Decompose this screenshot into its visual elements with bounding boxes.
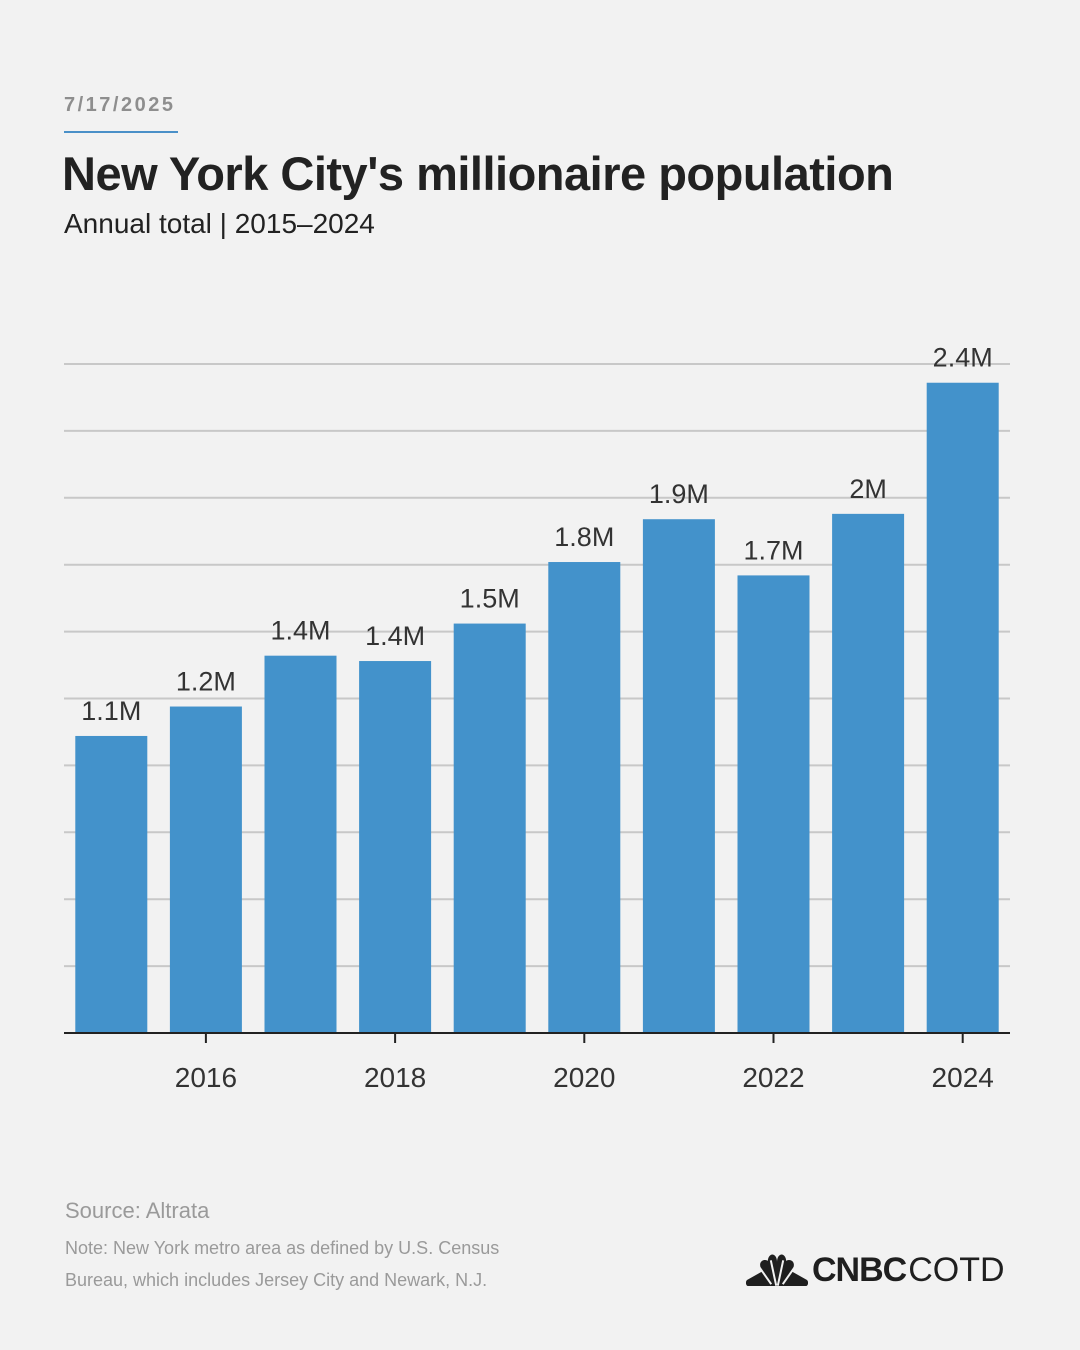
value-label-2024: 2.4M [933,343,993,373]
source-note: Source: Altrata [65,1198,210,1223]
logo-cotd-text: COTD [908,1250,1005,1289]
logo-cnbc-text: CNBC [812,1250,907,1289]
value-label-2019: 1.5M [460,584,520,614]
bar-2023 [832,513,905,1033]
x-tick-label-2016: 2016 [175,1062,237,1093]
value-label-2016: 1.2M [176,667,236,697]
value-label-2015: 1.1M [81,696,141,726]
peacock-icon [746,1254,808,1286]
bar-2017 [264,655,337,1033]
x-tick-label-2024: 2024 [932,1062,994,1093]
value-label-2020: 1.8M [554,522,614,552]
chart-subtitle: Annual total | 2015–2024 [64,208,375,239]
x-tick-label-2018: 2018 [364,1062,426,1093]
bar-2021 [642,519,715,1033]
bar-2015 [75,735,148,1033]
footnote: Note: New York metro area as defined by … [65,1238,500,1290]
value-label-2023: 2M [849,474,887,504]
value-label-2022: 1.7M [743,535,803,565]
date-underline [64,131,178,133]
value-label-2021: 1.9M [649,479,709,509]
x-tick-label-2020: 2020 [553,1062,615,1093]
value-label-2018: 1.4M [365,621,425,651]
cnbc-logo: CNBC COTD [746,1250,1005,1290]
bar-2024 [926,382,999,1033]
date-label: 7/17/2025 [64,94,176,116]
bar-2019 [453,623,526,1033]
bar-chart: 1.1M 1.2M 1.4M 1.4M 1.5M 1.8M 1.9M 1.7M 2M 2.4M 20… [64,343,1010,1093]
bar-2016 [169,706,242,1033]
chart-title: New York City's millionaire population [62,147,894,200]
bar-2020 [548,562,621,1033]
value-label-2017: 1.4M [270,616,330,646]
x-tick-label-2022: 2022 [742,1062,804,1093]
bar-2018 [359,661,432,1033]
bar-2022 [737,575,810,1033]
